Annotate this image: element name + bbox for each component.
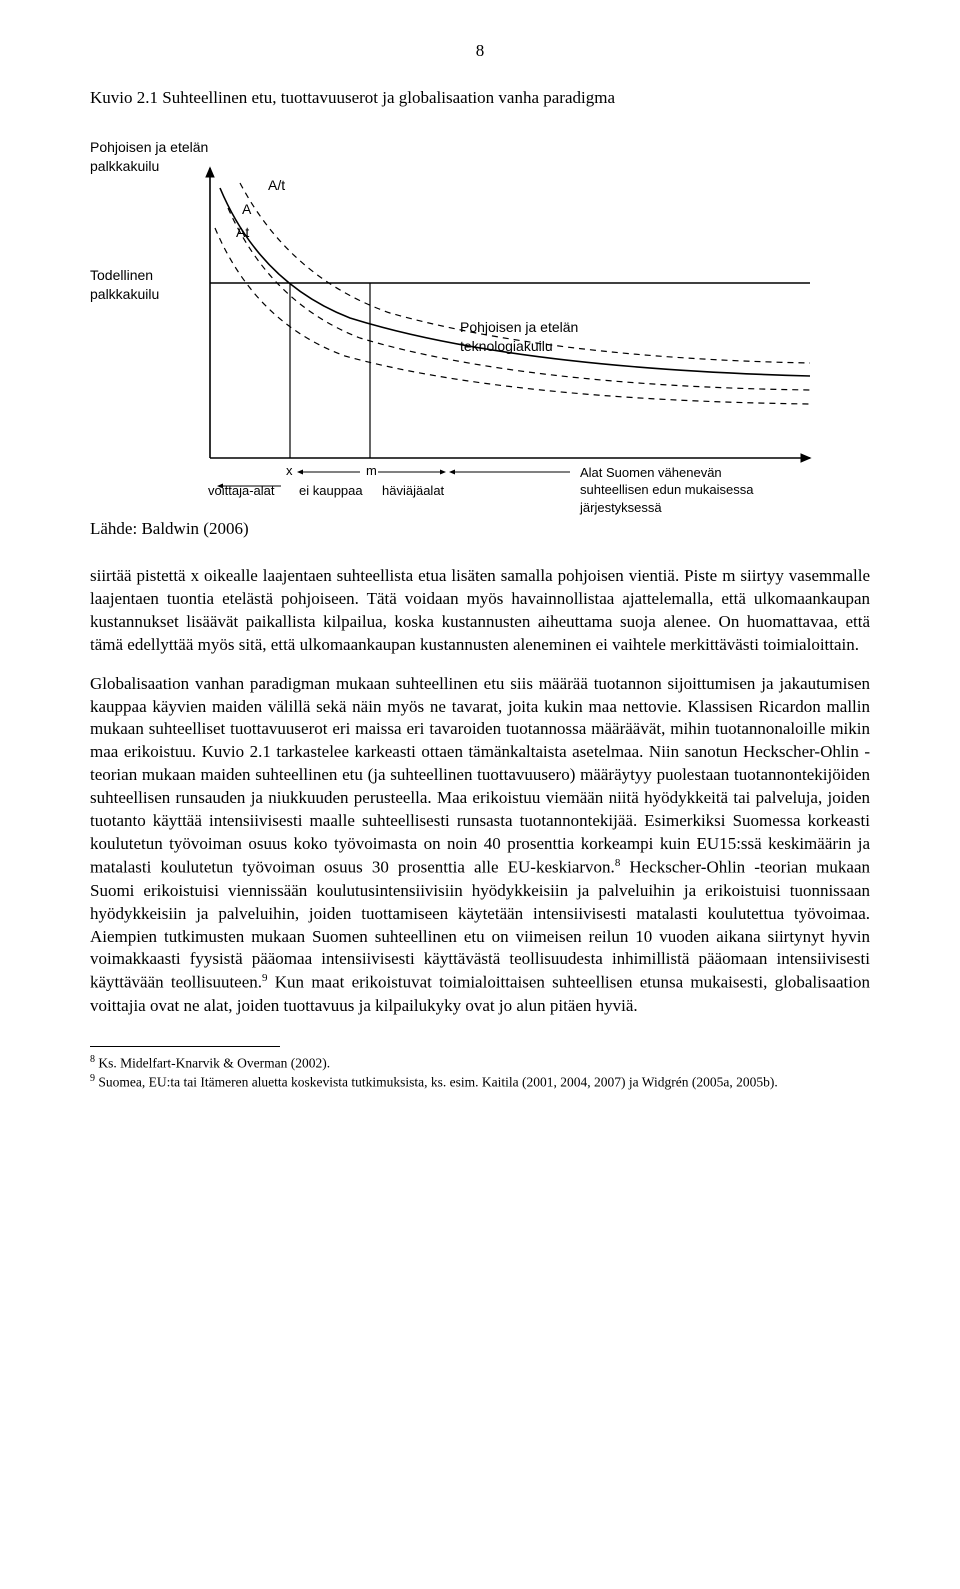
footnote-8: 8 Ks. Midelfart-Knarvik & Overman (2002)… [90,1053,870,1072]
p2-part-a: Globalisaation vanhan paradigman mukaan … [90,674,870,877]
x-seg-voittaja: voittaja-alat [208,482,274,500]
label-y-top: Pohjoisen ja etelän palkkakuilu [90,138,208,176]
figure-title: Kuvio 2.1 Suhteellinen etu, tuottavuuser… [90,87,870,110]
x-letter-x: x [286,462,293,480]
p2-part-b: Heckscher-Ohlin -teorian mukaan Suomi er… [90,858,870,992]
label-curve-at-upper: A/t [268,176,285,195]
figure-source: Lähde: Baldwin (2006) [90,518,870,541]
x-seg-haviaja: häviäjäalat [382,482,444,500]
page-number: 8 [90,40,870,63]
paragraph-2: Globalisaation vanhan paradigman mukaan … [90,673,870,1018]
footnote-8-text: Ks. Midelfart-Knarvik & Overman (2002). [95,1055,330,1070]
label-hline-left: Todellinen palkkakuilu [90,266,159,304]
footnote-separator [90,1046,280,1047]
figure-chart: Pohjoisen ja etelän palkkakuilu A/t A At… [90,128,850,508]
footnote-9: 9 Suomea, EU:ta tai Itämeren aluetta kos… [90,1072,870,1091]
paragraph-1: siirtää pistettä x oikealle laajentaen s… [90,565,870,657]
footnote-9-text: Suomea, EU:ta tai Itämeren aluetta koske… [95,1074,778,1089]
x-far-right: Alat Suomen vähenevän suhteellisen edun … [580,464,753,517]
label-curve-at-lower: At [236,223,249,242]
x-letter-m: m [366,462,377,480]
label-right-cluster: Pohjoisen ja etelän teknologiakuilu [460,318,578,356]
x-seg-eikauppaa: ei kauppaa [299,482,363,500]
label-curve-a: A [242,200,251,219]
